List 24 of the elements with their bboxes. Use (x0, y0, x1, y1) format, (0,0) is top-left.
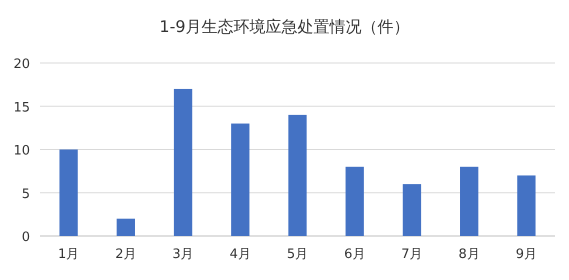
x-tick-label: 4月 (230, 247, 251, 262)
chart-title: 1-9月生态环境应急处置情况（件） (159, 17, 410, 36)
y-tick-label: 20 (13, 57, 30, 72)
y-tick-label: 15 (13, 100, 30, 116)
bar (460, 166, 478, 236)
bar (346, 166, 364, 236)
y-tick-label: 5 (22, 186, 30, 202)
bar (174, 88, 192, 236)
x-tick-label: 2月 (115, 247, 136, 262)
x-tick-label: 5月 (286, 247, 308, 262)
bar (402, 184, 422, 236)
x-tick-label: 7月 (401, 247, 423, 262)
x-tick-label: 9月 (516, 247, 538, 262)
x-tick-label: 1月 (58, 247, 80, 262)
bar (116, 218, 135, 236)
bar (517, 175, 536, 236)
y-tick-label: 10 (13, 144, 30, 158)
x-tick-label: 8月 (458, 247, 480, 262)
bar (231, 124, 250, 236)
y-tick-label: 0 (22, 230, 30, 245)
x-tick-label: 3月 (172, 247, 194, 262)
bar (59, 150, 78, 236)
x-tick-label: 6月 (344, 247, 366, 262)
bar (288, 114, 307, 236)
